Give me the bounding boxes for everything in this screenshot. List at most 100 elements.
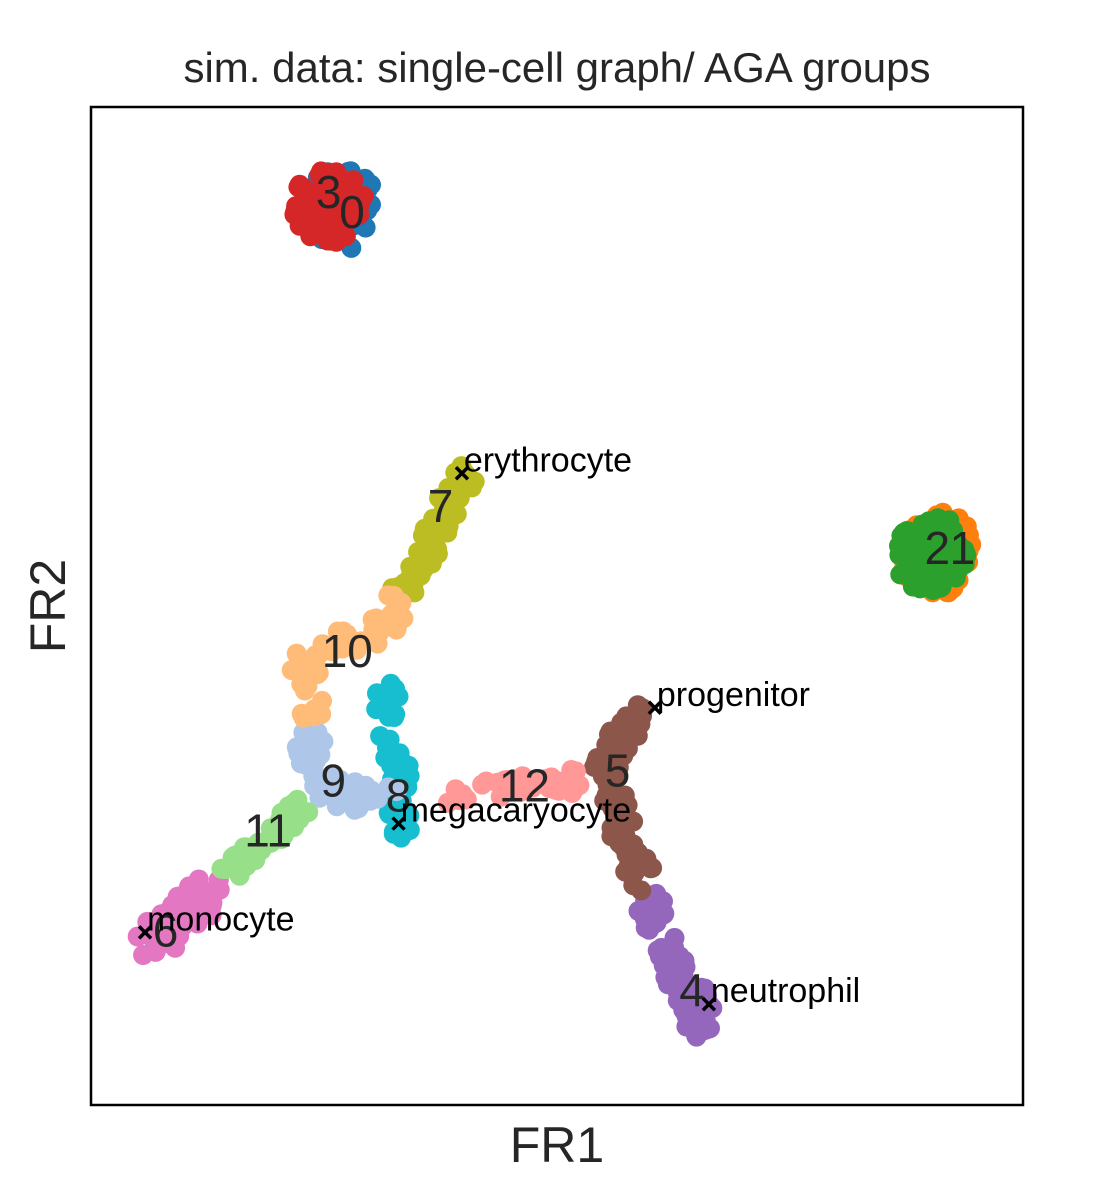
annotation-label: erythrocyte xyxy=(464,441,632,479)
annotation-label: neutrophil xyxy=(711,972,860,1010)
data-point xyxy=(616,706,637,727)
data-point xyxy=(602,768,623,789)
data-point xyxy=(923,580,944,600)
group-label-8: 8 xyxy=(386,770,412,822)
data-point xyxy=(891,525,912,546)
data-point xyxy=(307,722,328,743)
group-label-2: 2 xyxy=(925,522,951,574)
y-axis-label: FR2 xyxy=(20,559,76,653)
chart-title: sim. data: single-cell graph/ AGA groups xyxy=(183,44,930,91)
group-2-points xyxy=(889,508,977,600)
data-point xyxy=(653,891,673,912)
group-label-3: 3 xyxy=(316,166,342,218)
data-point xyxy=(329,637,350,658)
data-point xyxy=(927,514,948,535)
data-point xyxy=(452,784,473,805)
data-point xyxy=(917,561,938,582)
data-point xyxy=(942,525,963,546)
group-5-points xyxy=(584,695,663,901)
data-point xyxy=(594,790,615,811)
data-point xyxy=(623,875,644,896)
group-10-points xyxy=(281,585,414,728)
data-point xyxy=(309,643,330,664)
data-point xyxy=(905,574,926,594)
data-point xyxy=(429,488,450,509)
data-point xyxy=(253,833,274,854)
data-point xyxy=(628,901,649,921)
data-point xyxy=(403,576,424,597)
annotations: erythrocyte progenitor megacaryocyte monocy… xyxy=(137,441,860,1012)
data-point xyxy=(167,904,188,925)
group-label-11: 11 xyxy=(244,805,292,857)
data-point xyxy=(674,950,695,971)
data-point xyxy=(288,177,309,198)
annotation-label: megacaryocyte xyxy=(401,792,632,830)
data-point xyxy=(291,703,312,724)
data-point xyxy=(232,845,252,866)
data-point xyxy=(336,788,357,808)
data-point xyxy=(386,781,407,801)
data-point xyxy=(538,768,559,789)
data-point xyxy=(367,633,388,654)
group-label-5: 5 xyxy=(605,745,631,797)
annotation-marker xyxy=(647,700,663,716)
data-point xyxy=(393,608,414,629)
data-point xyxy=(325,195,346,216)
annotation-marker xyxy=(701,996,717,1012)
data-point xyxy=(379,701,400,722)
data-point xyxy=(601,817,622,838)
group-label-0: 0 xyxy=(339,186,365,238)
data-point xyxy=(315,164,336,185)
x-axis-label: FR1 xyxy=(510,1117,604,1173)
data-point xyxy=(557,771,578,792)
plot-area xyxy=(127,161,982,1047)
group-9-points xyxy=(286,722,407,820)
data-point xyxy=(306,750,327,771)
annotation-marker xyxy=(137,925,153,940)
data-point xyxy=(937,549,958,570)
data-point xyxy=(380,673,401,694)
data-point xyxy=(421,553,442,574)
data-point xyxy=(610,736,631,757)
data-point xyxy=(284,812,305,833)
data-point xyxy=(600,750,621,771)
annotation-marker xyxy=(454,466,470,481)
data-point xyxy=(438,792,458,813)
data-point xyxy=(133,945,154,965)
data-point xyxy=(333,621,354,642)
annotation-marker xyxy=(391,816,406,831)
data-point xyxy=(618,842,639,862)
group-7-points xyxy=(382,456,485,603)
data-point xyxy=(383,823,404,844)
data-point xyxy=(269,828,290,849)
data-point xyxy=(897,544,918,565)
group-6-points xyxy=(127,869,230,965)
group-11-points xyxy=(211,789,319,886)
annotation-label: monocyte xyxy=(147,900,294,938)
data-point xyxy=(400,556,421,577)
annotation-label: progenitor xyxy=(657,676,810,714)
group-label-10: 10 xyxy=(322,625,373,677)
data-point xyxy=(908,521,929,542)
data-point xyxy=(672,968,693,989)
data-point xyxy=(639,919,660,940)
data-point xyxy=(408,542,429,562)
data-point xyxy=(366,608,387,629)
group-label-1: 1 xyxy=(950,522,976,574)
data-point xyxy=(310,781,331,801)
group-label-7: 7 xyxy=(428,480,454,532)
data-point xyxy=(304,216,325,237)
data-point xyxy=(472,774,493,795)
group-label-9: 9 xyxy=(321,755,347,807)
plot-frame xyxy=(89,105,1025,1107)
data-point xyxy=(321,766,342,786)
data-point xyxy=(350,193,371,214)
group-label-12: 12 xyxy=(499,760,550,812)
group-label-4: 4 xyxy=(679,964,705,1016)
data-point xyxy=(148,931,169,952)
group-3-points xyxy=(284,161,374,252)
data-point xyxy=(687,999,707,1020)
data-point xyxy=(438,516,459,537)
